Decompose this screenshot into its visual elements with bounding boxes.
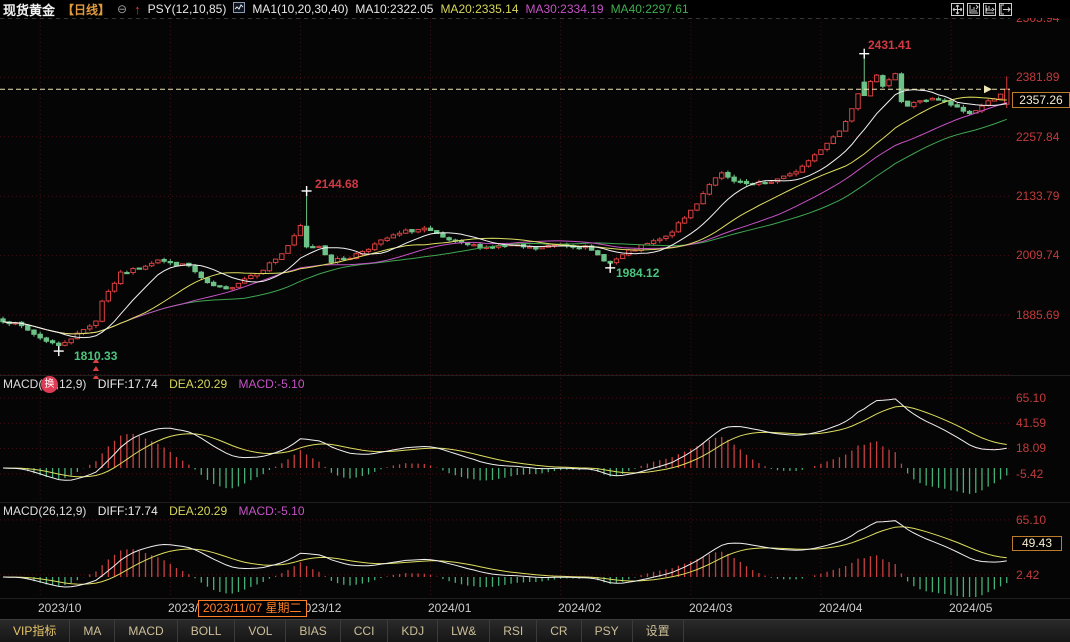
macd2-macd: MACD:-5.10: [238, 504, 305, 518]
grid-lines: [0, 17, 1010, 598]
macd1-axis-label: 41.59: [1016, 416, 1047, 430]
panel-separator: [0, 502, 1070, 503]
macd1-axis-label: 65.10: [1016, 391, 1047, 405]
tab-cr[interactable]: CR: [537, 620, 582, 642]
tab-rsi[interactable]: RSI: [490, 620, 538, 642]
x-axis-label: 2023/10: [38, 601, 82, 615]
tab-vip-indicators[interactable]: VIP指标: [0, 620, 71, 642]
tab-psy[interactable]: PSY: [582, 620, 633, 642]
tab-ma[interactable]: MA: [70, 620, 116, 642]
tab-vol[interactable]: VOL: [235, 620, 287, 642]
move-icon[interactable]: [951, 2, 964, 16]
tab-settings[interactable]: 设置: [633, 620, 684, 642]
tab-boll[interactable]: BOLL: [178, 620, 236, 642]
last-price-line: [0, 85, 1010, 94]
window-controls: [951, 2, 1070, 16]
tab-bias[interactable]: BIAS: [286, 620, 341, 642]
macd2-dea: DEA:20.29: [169, 504, 228, 518]
minus-circle-icon[interactable]: ⊖: [117, 2, 128, 16]
macd-panel-1: [0, 397, 1010, 494]
tab-lw[interactable]: LW&: [438, 620, 491, 642]
moving-average-lines: [2, 89, 1007, 339]
macd2-label-row: MACD(26,12,9) DIFF:17.74 DEA:20.29 MACD:…: [3, 504, 305, 518]
ma20-value: MA20:2335.14: [440, 2, 519, 16]
y-axis-label: 2381.89: [1016, 70, 1060, 84]
psy-indicator-label: PSY(12,10,85): [147, 2, 227, 16]
floating-badge[interactable]: 换: [41, 376, 58, 393]
up-arrow-icon: ↑: [134, 1, 141, 17]
macd2-axis-label: 2.42: [1016, 568, 1040, 582]
header-bar: 现货黄金 【日线】 ⊖ ↑ PSY(12,10,85) MA1(10,20,30…: [0, 0, 1070, 18]
y-axis-label: 2257.84: [1016, 130, 1060, 144]
panel-separator: [0, 375, 1070, 376]
tab-kdj[interactable]: KDJ: [388, 620, 439, 642]
x-axis-label: 2024/02: [558, 601, 602, 615]
y-axis-label: 2133.79: [1016, 189, 1060, 203]
scale-up-icon[interactable]: [967, 2, 980, 16]
x-axis-label: 2024/01: [428, 601, 472, 615]
spike-high-annotation: 2144.68: [315, 177, 359, 191]
ma40-value: MA40:2297.61: [610, 2, 689, 16]
x-axis-label: 2024/03: [689, 601, 733, 615]
x-axis-label: 2024/05: [949, 601, 993, 615]
x-axis-label: 2024/04: [819, 601, 863, 615]
macd2-diff: DIFF:17.74: [97, 504, 158, 518]
low-oct-annotation: 1810.33: [74, 349, 118, 363]
y-axis-label: 1885.69: [1016, 308, 1060, 322]
indicator-toolbar: VIP指标 MA MACD BOLL VOL BIAS CCI KDJ LW& …: [0, 619, 1070, 642]
buy-signal-arrows: [92, 358, 100, 379]
macd1-diff: DIFF:17.74: [97, 377, 158, 391]
ma10-value: MA10:2322.05: [355, 2, 434, 16]
panel-separator: [0, 598, 1070, 599]
macd1-axis-label: 18.09: [1016, 441, 1047, 455]
mini-chart-icon: [233, 2, 246, 16]
high-price-annotation: 2431.41: [868, 38, 912, 52]
macd-panel-2: [0, 519, 1010, 597]
exit-icon[interactable]: [999, 2, 1012, 16]
ma-group-label: MA1(10,20,30,40): [252, 2, 349, 16]
tab-cci[interactable]: CCI: [341, 620, 389, 642]
crosshair-date-tag: 2023/11/07 星期二: [198, 600, 307, 617]
ma30-value: MA30:2334.19: [525, 2, 604, 16]
candles: [0, 53, 1010, 352]
period-label: 【日线】: [62, 2, 111, 17]
last-price-tag: 2357.26: [1012, 92, 1070, 108]
macd2-title: MACD(26,12,9): [3, 504, 87, 518]
macd1-axis-label: -5.42: [1016, 467, 1044, 481]
x-axis-label: 2023/12: [298, 601, 342, 615]
low-feb-annotation: 1984.12: [616, 266, 660, 280]
macd2-axis-label: 65.10: [1016, 513, 1047, 527]
macd1-dea: DEA:20.29: [169, 377, 228, 391]
macd2-current-tag: 49.43: [1012, 536, 1062, 551]
extreme-markers: [53, 48, 870, 357]
instrument-title: 现货黄金: [3, 2, 56, 18]
macd1-macd: MACD:-5.10: [238, 377, 305, 391]
tab-macd[interactable]: MACD: [115, 620, 178, 642]
scale-right-icon[interactable]: [983, 2, 996, 16]
y-axis-label: 2009.74: [1016, 248, 1060, 262]
